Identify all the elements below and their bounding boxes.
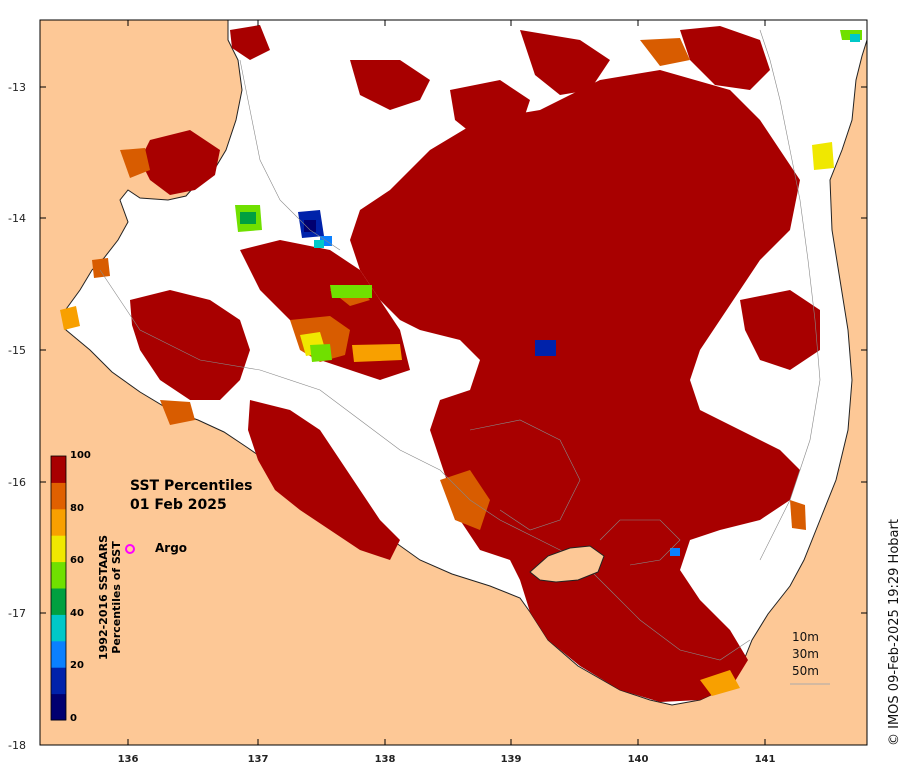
y-tick-label: -17 [8, 607, 26, 620]
sst-mid-patches [60, 30, 862, 696]
colorbar-tick: 20 [70, 660, 84, 671]
map-frame [39, 19, 868, 746]
depth-legend-30m: 30m [792, 647, 819, 661]
x-tick-label: 141 [755, 754, 776, 765]
depth-legend-10m: 10m [792, 630, 819, 644]
depth-contours [99, 29, 821, 661]
y-tick-label: -16 [8, 476, 26, 489]
x-tick-label: 138 [375, 754, 396, 765]
argo-marker-icon [125, 544, 135, 554]
x-tick-label: 136 [118, 754, 139, 765]
colorbar-segment [51, 588, 66, 615]
y-tick-label: -13 [8, 81, 26, 94]
x-axis [127, 20, 766, 745]
sst-extreme-warm-patches [130, 25, 820, 702]
colorbar-tick: 60 [70, 555, 84, 566]
y-tick-label: -14 [8, 212, 26, 225]
colorbar-tick: 100 [70, 450, 91, 461]
sst-cold-patches [298, 34, 860, 556]
argo-legend-label: Argo [155, 541, 188, 555]
colorbar-title-line2: Percentiles of SST [110, 541, 123, 654]
map-date: 01 Feb 2025 [130, 497, 227, 513]
x-tick-label: 140 [628, 754, 649, 765]
colorbar-segment [51, 482, 66, 510]
island [529, 545, 605, 583]
x-tick-label: 139 [501, 754, 522, 765]
colorbar-segment [51, 561, 66, 589]
x-tick-label: 137 [248, 754, 269, 765]
map-title: SST Percentiles [130, 478, 253, 494]
colorbar-frame [50, 455, 67, 721]
copyright-text: © IMOS 09-Feb-2025 19:29 Hobart [887, 519, 902, 746]
colorbar-segment [51, 508, 66, 536]
colorbar [51, 456, 66, 721]
colorbar-segment [51, 614, 66, 642]
colorbar-segment [51, 640, 66, 668]
colorbar-segment [51, 693, 66, 721]
y-tick-label: -15 [8, 344, 26, 357]
colorbar-title-line1: 1992-2016 SSTAARS [97, 534, 110, 660]
colorbar-tick: 40 [70, 608, 84, 619]
colorbar-title: 1992-2016 SSTAARS Percentiles of SST [97, 535, 123, 660]
colorbar-tick: 80 [70, 503, 84, 514]
depth-legend-50m: 50m [792, 664, 819, 678]
y-tick-label: -18 [8, 739, 26, 752]
colorbar-segment [51, 535, 66, 563]
colorbar-tick: 0 [70, 713, 77, 724]
colorbar-segment [51, 456, 66, 483]
colorbar-segment [51, 667, 66, 695]
y-axis [40, 86, 867, 746]
